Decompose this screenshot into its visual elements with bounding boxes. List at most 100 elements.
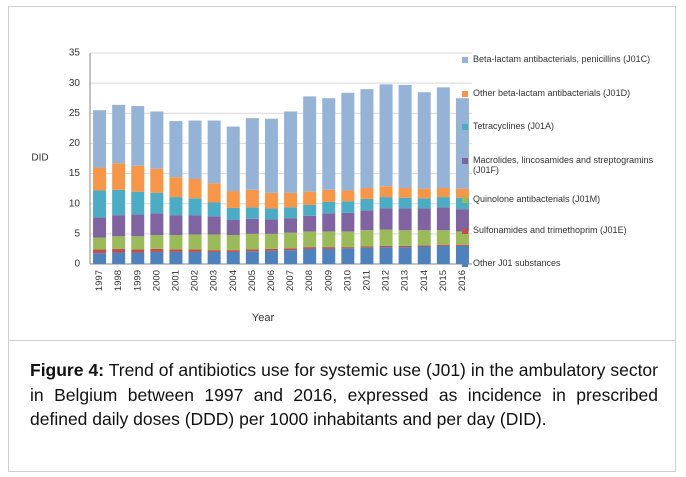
x-tick-label: 2009 [323, 270, 334, 291]
x-tick-label: 2006 [266, 270, 277, 291]
bar-segment [169, 249, 183, 252]
bar-segment [322, 201, 336, 214]
bar-segment [284, 111, 298, 193]
bar-segment [169, 235, 183, 250]
x-tick-label: 1999 [132, 270, 143, 291]
legend-swatch [462, 124, 468, 130]
bar-segment [150, 251, 164, 264]
bar-segment [379, 229, 393, 246]
bar-segment [284, 192, 298, 208]
bar-segment [112, 236, 126, 249]
bar-segment [226, 251, 240, 264]
bar-segment [303, 248, 317, 264]
bar-segment [436, 230, 450, 245]
bar-segment [322, 189, 336, 202]
x-tick-label: 2001 [170, 270, 181, 291]
bar-segment [207, 183, 221, 203]
bar-segment [226, 126, 240, 192]
bar-segment [417, 92, 431, 189]
x-axis-label: Year [252, 312, 275, 324]
bar-segment [112, 163, 126, 190]
legend-swatch [462, 91, 468, 97]
bar-segment [360, 188, 374, 199]
bar-segment [284, 248, 298, 251]
legend-swatch [462, 261, 468, 267]
bar-segment [112, 248, 126, 253]
bar-segment [169, 177, 183, 198]
x-tick-label: 2015 [438, 270, 449, 291]
bar-segment [264, 208, 278, 220]
bar-segment [245, 218, 259, 234]
bar-segment [169, 251, 183, 264]
bar-segment [303, 247, 317, 249]
bar-segment [188, 198, 202, 216]
bar-segment [341, 212, 355, 232]
bar-segment [303, 204, 317, 216]
bar-segment [264, 250, 278, 264]
bar-segment [207, 251, 221, 264]
x-tick-label: 2010 [342, 270, 353, 291]
y-axis-label: DID [31, 153, 48, 164]
y-tick-label: 35 [69, 48, 81, 59]
bar-segment [112, 189, 126, 216]
bar-segment [264, 248, 278, 251]
legend-label: Other J01 substances [473, 258, 561, 268]
bar-segment [284, 250, 298, 264]
bar-segment [341, 201, 355, 213]
bar-segment [169, 215, 183, 236]
bar-segment [398, 230, 412, 246]
x-tick-label: 2005 [247, 270, 258, 291]
legend-entry: Macrolides, lincosamides and streptogram… [462, 155, 672, 175]
bar-segment [436, 207, 450, 231]
bar-segment [436, 188, 450, 198]
bar-segment [455, 231, 469, 245]
caption-label: Figure 4: [30, 360, 105, 380]
legend-label: Macrolides, lincosamides and streptogram… [473, 155, 654, 175]
legend-entry: Other beta-lactam antibacterials (J01D) [462, 88, 672, 98]
x-tick-label: 2003 [209, 270, 220, 291]
bar-segment [245, 189, 259, 208]
bar-segment [150, 248, 164, 252]
bar-segment [207, 234, 221, 251]
bar-segment [245, 118, 259, 190]
bar-segment [93, 217, 107, 238]
bar-segment [379, 247, 393, 264]
bar-segment [245, 207, 259, 219]
bar-segment [398, 197, 412, 209]
x-tick-label: 2016 [457, 270, 468, 291]
bar-segment [303, 96, 317, 192]
bar-segment [150, 111, 164, 169]
bar-segment [303, 231, 317, 248]
bar-segment [417, 246, 431, 264]
bar-segment [436, 245, 450, 264]
bar-segment [93, 167, 107, 191]
bar-segment [207, 250, 221, 252]
bar-segment [131, 106, 145, 166]
bar-segment [226, 207, 240, 220]
legend-entry: Other J01 substances [462, 258, 672, 268]
bar-segment [226, 219, 240, 236]
bar-segment [303, 215, 317, 232]
legend-swatch [462, 57, 468, 63]
bar-segment [131, 249, 145, 253]
bar-segment [150, 192, 164, 214]
bar-segment [417, 208, 431, 231]
legend-label: Sulfonamides and trimethoprim (J01E) [473, 225, 627, 235]
figure-frame [8, 6, 676, 472]
caption: Figure 4: Trend of antibiotics use for s… [30, 358, 658, 432]
bar-segment [150, 235, 164, 249]
chart: DID Year 0 5 10 15 20 25 30 35 1997 1998 1999 2000 2… [31, 48, 472, 324]
bar-segment [131, 252, 145, 264]
bar-segment [322, 98, 336, 190]
bar-segment [322, 231, 336, 248]
bar-segment [360, 247, 374, 264]
legend-entry: Tetracyclines (J01A) [462, 121, 672, 131]
bar-segment [398, 84, 412, 189]
x-tick-label: 2013 [400, 270, 411, 291]
bar-segment [131, 214, 145, 237]
bar-segment [360, 89, 374, 189]
bar-segment [150, 213, 164, 236]
bar-segment [455, 244, 469, 246]
bar-segment [112, 252, 126, 264]
